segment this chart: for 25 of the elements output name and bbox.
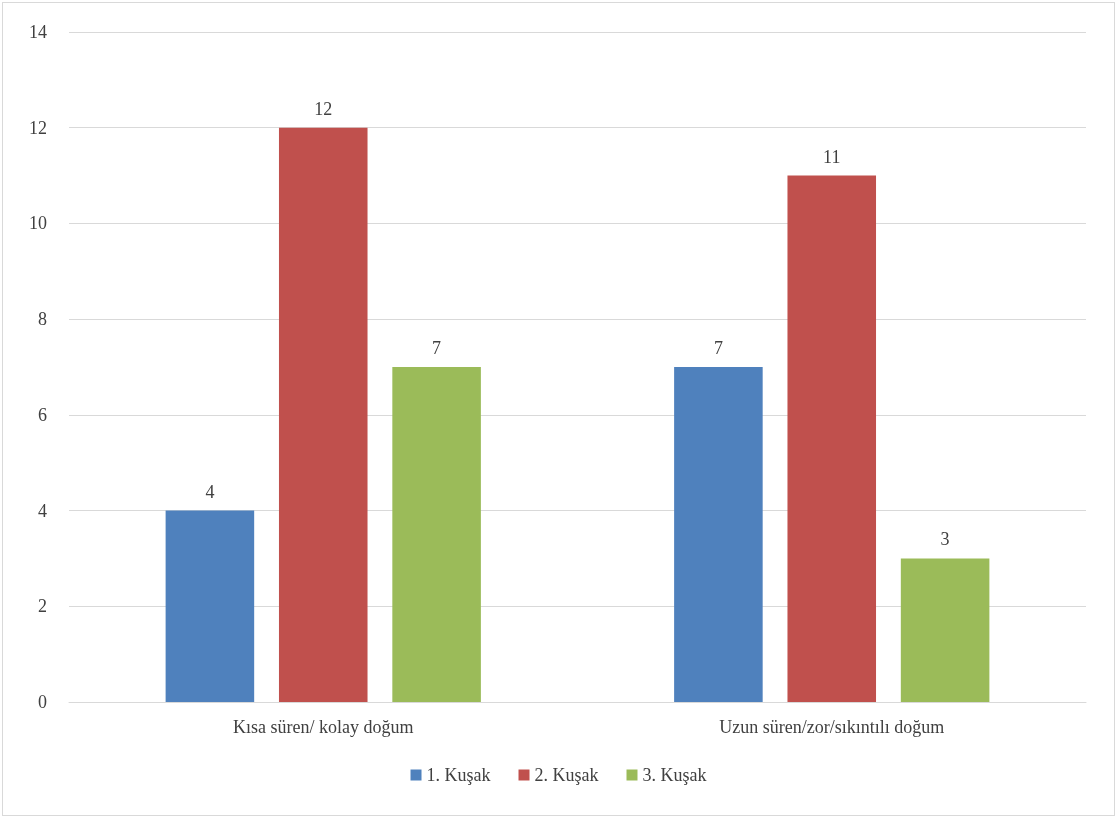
x-tick-label: Kısa süren/ kolay doğum <box>233 717 414 737</box>
legend-label: 2. Kuşak <box>534 765 599 785</box>
y-tick-label: 6 <box>38 404 47 425</box>
bar <box>392 367 481 702</box>
legend-label: 3. Kuşak <box>642 765 707 785</box>
bar <box>900 558 990 702</box>
y-tick-label: 12 <box>29 117 47 138</box>
data-label: 11 <box>823 146 841 167</box>
y-tick-label: 4 <box>38 500 47 521</box>
y-tick-label: 8 <box>38 309 47 330</box>
y-tick-label: 10 <box>29 213 47 234</box>
data-label: 7 <box>432 338 442 358</box>
x-tick-label: Uzun süren/zor/sıkıntılı doğum <box>719 717 945 737</box>
bar <box>674 367 763 702</box>
y-tick-label: 14 <box>29 22 47 42</box>
data-label: 4 <box>205 481 215 502</box>
bar <box>165 510 255 702</box>
y-tick-label: 0 <box>38 692 47 712</box>
legend-label: 1. Kuşak <box>426 765 491 785</box>
bar <box>787 175 877 702</box>
y-tick-label: 2 <box>38 596 47 617</box>
data-label: 12 <box>314 98 333 119</box>
data-label: 7 <box>713 338 723 358</box>
data-label: 3 <box>940 529 950 550</box>
bar <box>278 127 368 702</box>
